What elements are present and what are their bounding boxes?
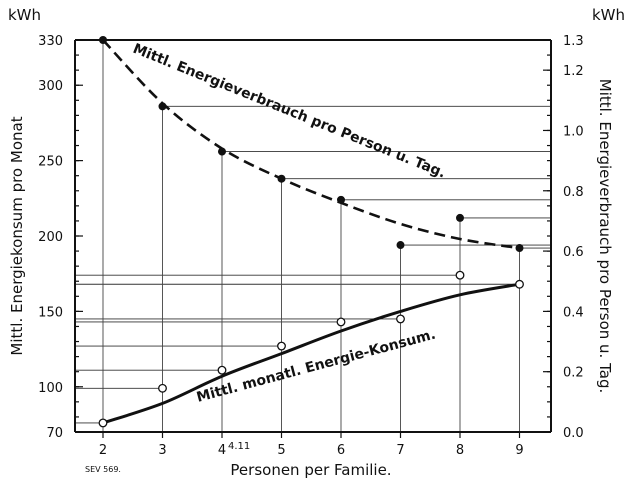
x-tick-label: 3: [158, 443, 166, 458]
series-label-per-person: Mittl. Energieverbrauch pro Person u. Ta…: [131, 41, 448, 182]
drop-lines: [102, 40, 520, 432]
y-right-tick-label: 1.3: [563, 34, 584, 49]
y-right-tick-label: 1.2: [563, 64, 584, 79]
per-person-point: [277, 174, 286, 183]
per-person-point: [218, 147, 226, 156]
consumption-point: [158, 383, 167, 393]
y-left-tick-label: 330: [38, 34, 63, 49]
y-left-tick-label: 200: [38, 230, 63, 245]
y-left-tick-label: 150: [38, 305, 63, 320]
monthly-consumption-curve: [102, 282, 520, 425]
left-unit: kWh: [8, 6, 41, 24]
right-axis-title: Mittl. Energieverbrauch pro Person u. Ta…: [596, 79, 614, 393]
y-left-tick-label: 100: [38, 381, 63, 396]
per-person-point: [158, 102, 167, 111]
series-label-consumption: Mittl. monatl. Energie-Konsum.: [195, 327, 438, 406]
y-right-tick-label: 0.4: [563, 305, 584, 320]
y-right-tick-label: 0.2: [563, 366, 584, 381]
x-tick-label: 4: [218, 443, 226, 458]
consumption-point: [396, 314, 405, 324]
per-person-point: [337, 195, 345, 204]
consumption-point: [455, 270, 465, 280]
consumption-point: [217, 365, 227, 375]
y-right-tick-label: 0.0: [563, 426, 584, 441]
consumption-point: [98, 418, 108, 428]
y-left-tick-label: 250: [38, 155, 63, 170]
points: [98, 36, 524, 428]
axis-ticks: 70 100 150 200 250 300 330 0.0 0.2 0.4 0.6 0.8 1.0 1.…: [38, 34, 584, 458]
x-tick-label: 5: [277, 443, 285, 458]
y-right-tick-label: 0.8: [563, 185, 584, 200]
per-person-point: [396, 241, 405, 250]
consumption-point: [336, 317, 346, 327]
x-tick-label: 6: [337, 443, 345, 458]
right-unit: kWh: [592, 6, 625, 24]
x-tick-label: 7: [396, 443, 404, 458]
code-label: SEV 569.: [85, 465, 121, 474]
per-person-point: [456, 213, 464, 222]
per-person-point: [99, 36, 107, 44]
y-left-tick-label: 70: [46, 426, 63, 441]
x-axis-title: Personen per Familie.: [230, 461, 391, 479]
y-right-tick-label: 1.0: [563, 124, 584, 139]
x-tick-label: 2: [99, 443, 107, 458]
x-tick-label: 8: [456, 443, 464, 458]
tick-note: 4.11: [228, 441, 250, 452]
x-tick-label: 9: [515, 443, 523, 458]
left-axis-title: Mittl. Energiekonsum pro Monat: [8, 116, 26, 355]
consumption-point: [277, 341, 286, 351]
per-person-point: [515, 244, 524, 253]
consumption-point: [515, 279, 524, 289]
y-left-tick-label: 300: [38, 79, 63, 94]
gridlines: [75, 39, 551, 424]
y-right-tick-label: 0.6: [563, 245, 584, 260]
